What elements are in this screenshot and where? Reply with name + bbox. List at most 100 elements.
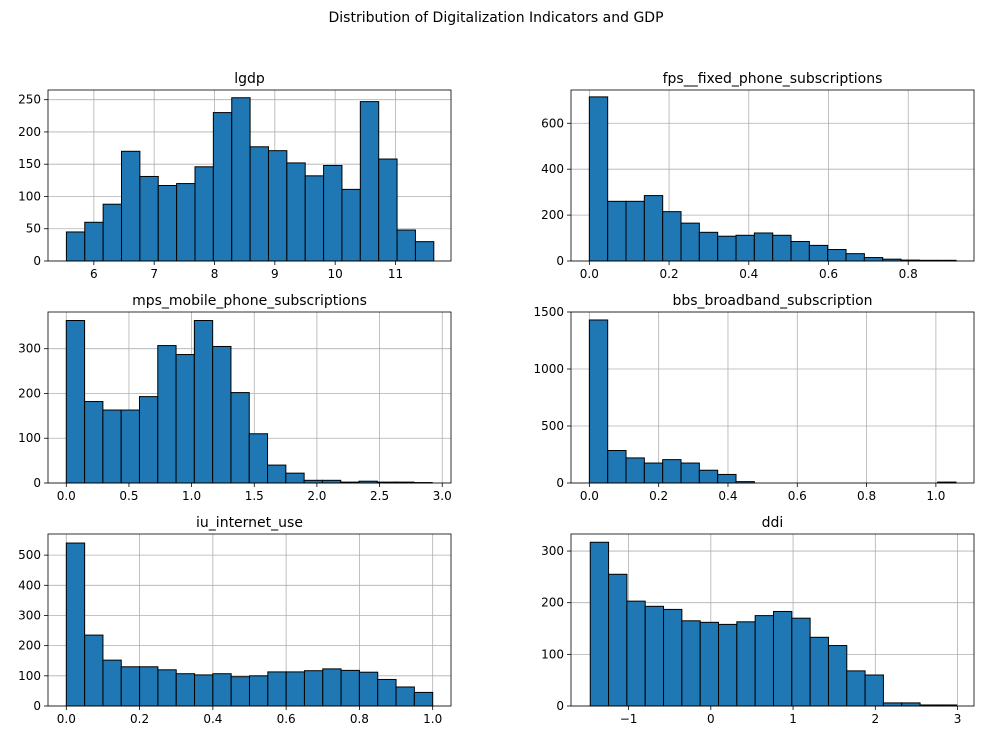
subplot-title: iu_internet_use [196,515,303,531]
histogram-bar [157,345,177,484]
histogram-bar [413,691,434,707]
histogram-bar [735,234,755,262]
x-tick-label: 1.0 [423,712,442,726]
histogram-bar [267,671,287,707]
histogram-bar [65,231,86,262]
histogram-bar [102,409,122,484]
y-tick-label: 200 [18,386,41,400]
histogram-bar [303,479,323,484]
x-tick-label: 6 [90,267,98,281]
histogram-bar [139,666,159,707]
y-tick-label: 150 [18,157,41,171]
y-tick-label: 200 [541,208,564,222]
histogram-bar [846,670,866,707]
y-tick-label: 200 [541,596,564,610]
y-tick-label: 250 [18,93,41,107]
x-tick-label: 0.8 [350,712,369,726]
histogram-bar [754,615,774,707]
histogram-bar [194,674,214,707]
histogram-bar [267,150,288,262]
x-tick-label: 1.0 [182,489,201,503]
histogram-bar [321,479,342,484]
histogram-bar [231,97,251,262]
histogram-bar [662,459,682,484]
histogram-bar [791,617,811,707]
histogram-bar [607,200,627,262]
y-tick-label: 0 [33,476,41,490]
histogram-bar [625,457,645,484]
histogram-bar [267,464,287,484]
x-tick-label: 9 [271,267,279,281]
y-tick-label: 600 [541,116,564,130]
y-tick-label: 0 [33,699,41,713]
histogram-bar [736,621,756,707]
histogram-bar [121,150,141,262]
histogram-bar [340,669,360,707]
y-tick-label: 300 [18,608,41,622]
histogram-bar [827,645,848,707]
axes-frame [570,89,975,262]
x-tick-label: 0.8 [857,489,876,503]
histogram-bar [285,671,305,707]
histogram-bar [772,234,792,262]
histogram-bar [717,235,737,262]
x-tick-label: 2.0 [307,489,326,503]
histogram-bar [626,600,646,707]
x-tick-label: −1 [620,712,638,726]
y-tick-label: 500 [541,419,564,433]
histogram-bar [193,320,214,484]
histogram-bar [359,101,380,262]
histogram-bar [680,222,700,262]
histogram-bar [589,541,610,707]
histogram-bar [396,229,416,262]
histogram-bar [84,401,104,484]
histogram-bar [698,231,719,262]
histogram-bar [864,674,884,707]
y-tick-label: 50 [26,222,41,236]
histogram-bar [644,605,665,707]
histogram-bar [718,623,738,707]
axes-frame [570,311,975,484]
histogram-bar [139,175,159,262]
x-tick-label: 1 [789,712,797,726]
y-tick-label: 100 [18,669,41,683]
y-tick-label: 0 [33,254,41,268]
histogram-bar [303,670,324,707]
histogram-bar [212,112,233,262]
histogram-bar [65,542,86,707]
histogram-bar [588,319,609,484]
histogram-bar [176,183,196,262]
histogram-bar [790,240,810,262]
histogram-bar [698,469,719,484]
histogram-bar [588,96,609,262]
x-tick-label: 1.5 [245,489,264,503]
histogram-bar [341,188,361,262]
y-tick-label: 100 [18,431,41,445]
y-tick-label: 300 [541,544,564,558]
y-tick-label: 1500 [533,305,564,319]
axes-frame [47,311,452,484]
histogram-bar [607,450,627,484]
histogram-bar [84,634,104,707]
histogram-bar [377,678,397,707]
histogram-bar [809,636,829,707]
histogram-bar [138,396,159,484]
y-tick-label: 0 [556,476,564,490]
x-tick-label: 0.5 [119,489,138,503]
x-tick-label: 8 [211,267,219,281]
histogram-bar [808,244,829,262]
histogram-bar [175,354,195,484]
x-tick-label: 0.6 [277,712,296,726]
histogram-bar [304,175,325,262]
histogram-bar [680,462,700,484]
histogram-bar [717,473,737,484]
histogram-bar [65,320,86,484]
subplot-title: fps__fixed_phone_subscriptions [663,71,883,87]
subplot-2: 0.0 0.2 0.4 0.6 0.8 0 200 400 600 fps__fixed_phon… [541,71,975,281]
histogram-bar [378,158,398,262]
subplot-title: ddi [762,515,784,531]
x-tick-label: 0.0 [57,489,76,503]
histogram-bar [157,185,178,262]
